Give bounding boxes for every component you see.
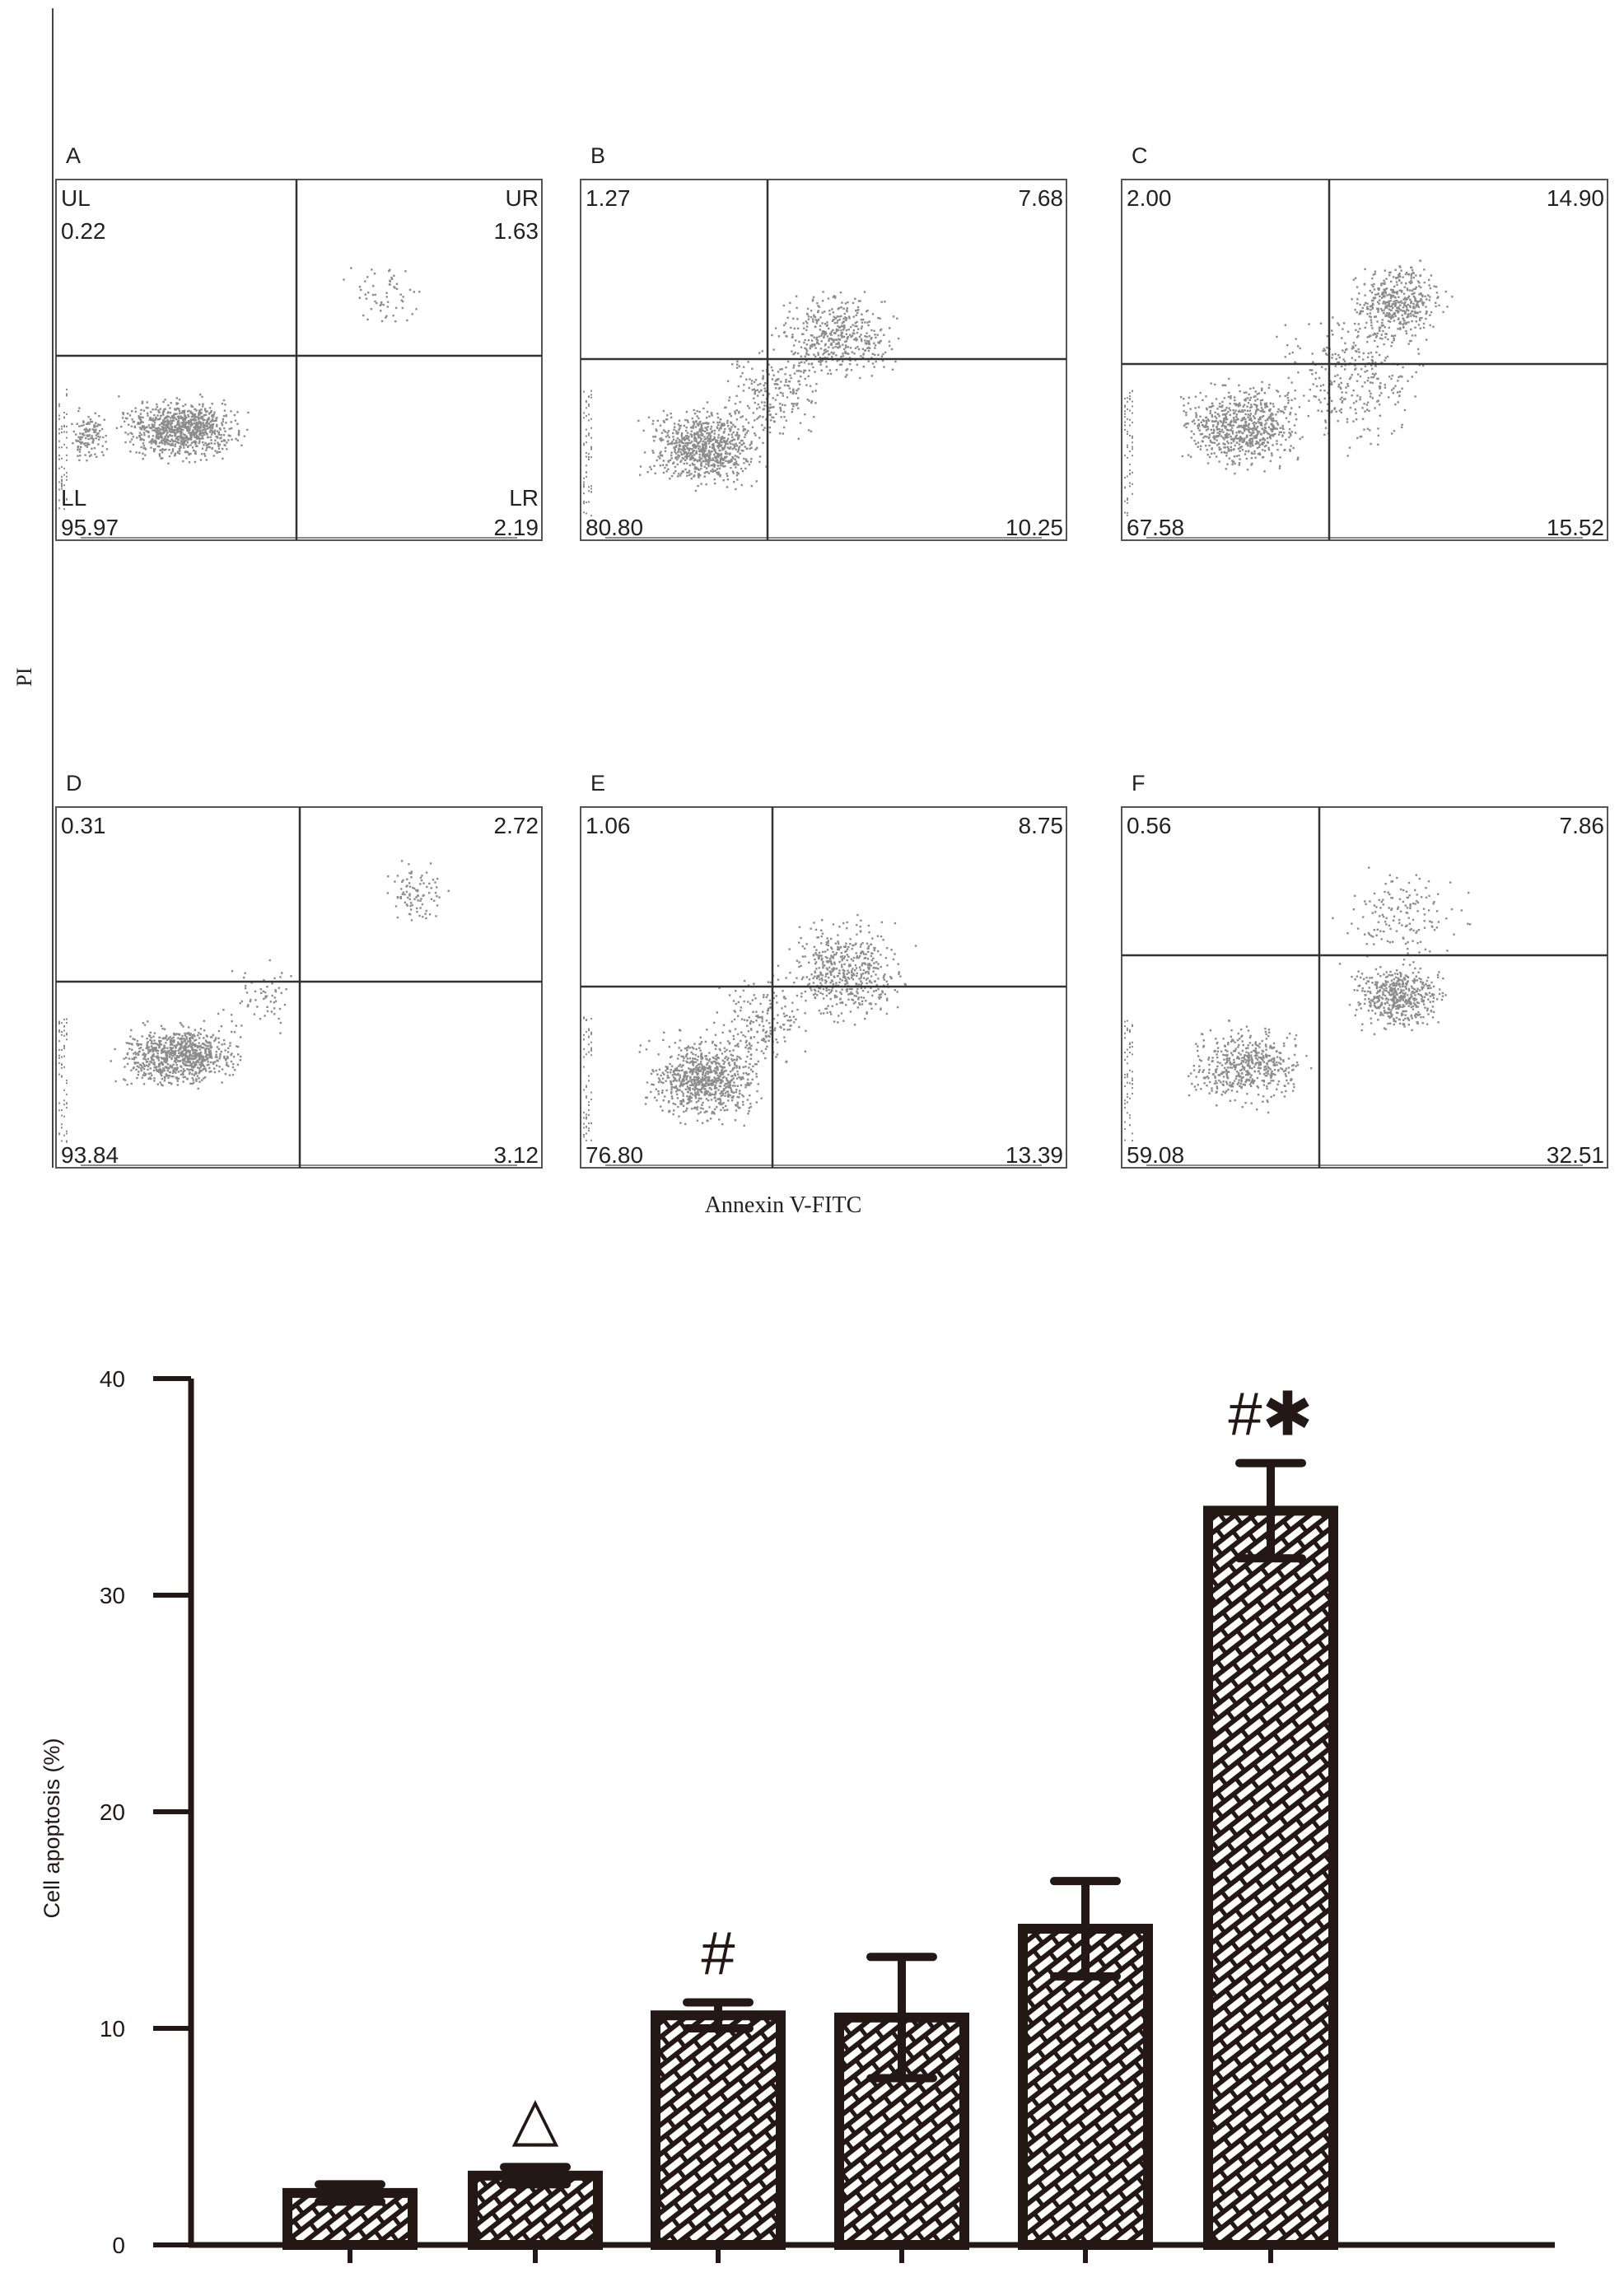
quadrant-value-ul: 2.00 <box>1127 185 1172 211</box>
significance-marker: # <box>701 1919 735 1987</box>
bar-chart-y-label: Cell apoptosis (%) <box>40 1738 64 1918</box>
quadrant-value-ul: 0.22 <box>61 218 106 244</box>
quadrant-name-ul: UL <box>61 185 91 211</box>
flow-panel-label: A <box>66 143 81 168</box>
flow-x-axis-label: Annexin V-FITC <box>705 1192 862 1218</box>
quadrant-value-lr: 13.39 <box>1006 1142 1063 1168</box>
quadrant-value-ll: 93.84 <box>61 1142 119 1168</box>
flow-panel-grid: A 0.22 UL 1.63 UR 95.97 LL 2.19 LR B 1.27 7.68 80.80… <box>56 143 1608 1168</box>
significance-marker: #✱ <box>1228 1380 1313 1449</box>
quadrant-name-ll: LL <box>61 485 86 511</box>
bar-c <box>656 2015 781 2245</box>
quadrant-value-lr: 2.19 <box>494 515 539 540</box>
flow-y-axis-label: PI <box>12 667 36 686</box>
quadrant-name-ur: UR <box>506 185 539 211</box>
flow-panel-label: E <box>590 771 605 796</box>
quadrant-value-ll: 76.80 <box>586 1142 643 1168</box>
flow-panel-frame <box>1122 180 1608 540</box>
flow-panel-a: A 0.22 UL 1.63 UR 95.97 LL 2.19 LR <box>56 143 542 540</box>
quadrant-name-lr: LR <box>509 485 539 511</box>
bar-chart: Cell apoptosis (%) 010203040ABCDEF △##✱ <box>40 1366 1555 2278</box>
y-tick-label: 40 <box>100 1366 125 1392</box>
quadrant-value-lr: 32.51 <box>1547 1142 1604 1168</box>
quadrant-value-ur: 2.72 <box>494 813 539 838</box>
quadrant-value-ul: 0.56 <box>1127 813 1172 838</box>
quadrant-value-ur: 7.86 <box>1560 813 1605 838</box>
significance-marker: △ <box>512 2084 559 2152</box>
quadrant-value-lr: 15.52 <box>1547 515 1604 540</box>
bar-f <box>1208 1510 1333 2245</box>
y-tick-label: 30 <box>100 1583 125 1608</box>
flow-panel-f: F 0.56 7.86 59.08 32.51 <box>1122 771 1608 1168</box>
quadrant-value-lr: 3.12 <box>494 1142 539 1168</box>
flow-panel-label: D <box>66 771 82 796</box>
quadrant-value-lr: 10.25 <box>1006 515 1063 540</box>
flow-panel-label: F <box>1132 771 1146 796</box>
flow-panel-d: D 0.31 2.72 93.84 3.12 <box>56 771 542 1168</box>
quadrant-value-ur: 14.90 <box>1547 185 1604 211</box>
y-tick-label: 10 <box>100 2016 125 2042</box>
flow-panel-frame <box>1122 807 1608 1168</box>
quadrant-value-ll: 59.08 <box>1127 1142 1184 1168</box>
flow-panel-c: C 2.00 14.90 67.58 15.52 <box>1122 143 1608 540</box>
quadrant-value-ul: 1.06 <box>586 813 631 838</box>
quadrant-value-ll: 80.80 <box>586 515 643 540</box>
flow-panel-frame <box>56 180 542 540</box>
y-tick-label: 20 <box>100 1799 125 1825</box>
flow-panel-e: E 1.06 8.75 76.80 13.39 <box>581 771 1066 1168</box>
quadrant-value-ur: 1.63 <box>494 218 539 244</box>
y-tick-label: 0 <box>112 2233 125 2258</box>
quadrant-value-ur: 8.75 <box>1019 813 1064 838</box>
flow-panel-label: B <box>590 143 605 168</box>
quadrant-value-ll: 95.97 <box>61 515 119 540</box>
quadrant-value-ul: 1.27 <box>586 185 631 211</box>
flow-panel-b: B 1.27 7.68 80.80 10.25 <box>581 143 1066 540</box>
quadrant-value-ur: 7.68 <box>1019 185 1064 211</box>
bar-chart-bars: △ # #✱ <box>287 1380 1333 2245</box>
flow-cytometry-panels: PI Annexin V-FITC A 0.22 UL 1.63 UR 95.97 LL 2.… <box>12 8 1608 1218</box>
quadrant-value-ll: 67.58 <box>1127 515 1184 540</box>
flow-panel-label: C <box>1132 143 1148 168</box>
quadrant-value-ul: 0.31 <box>61 813 106 838</box>
